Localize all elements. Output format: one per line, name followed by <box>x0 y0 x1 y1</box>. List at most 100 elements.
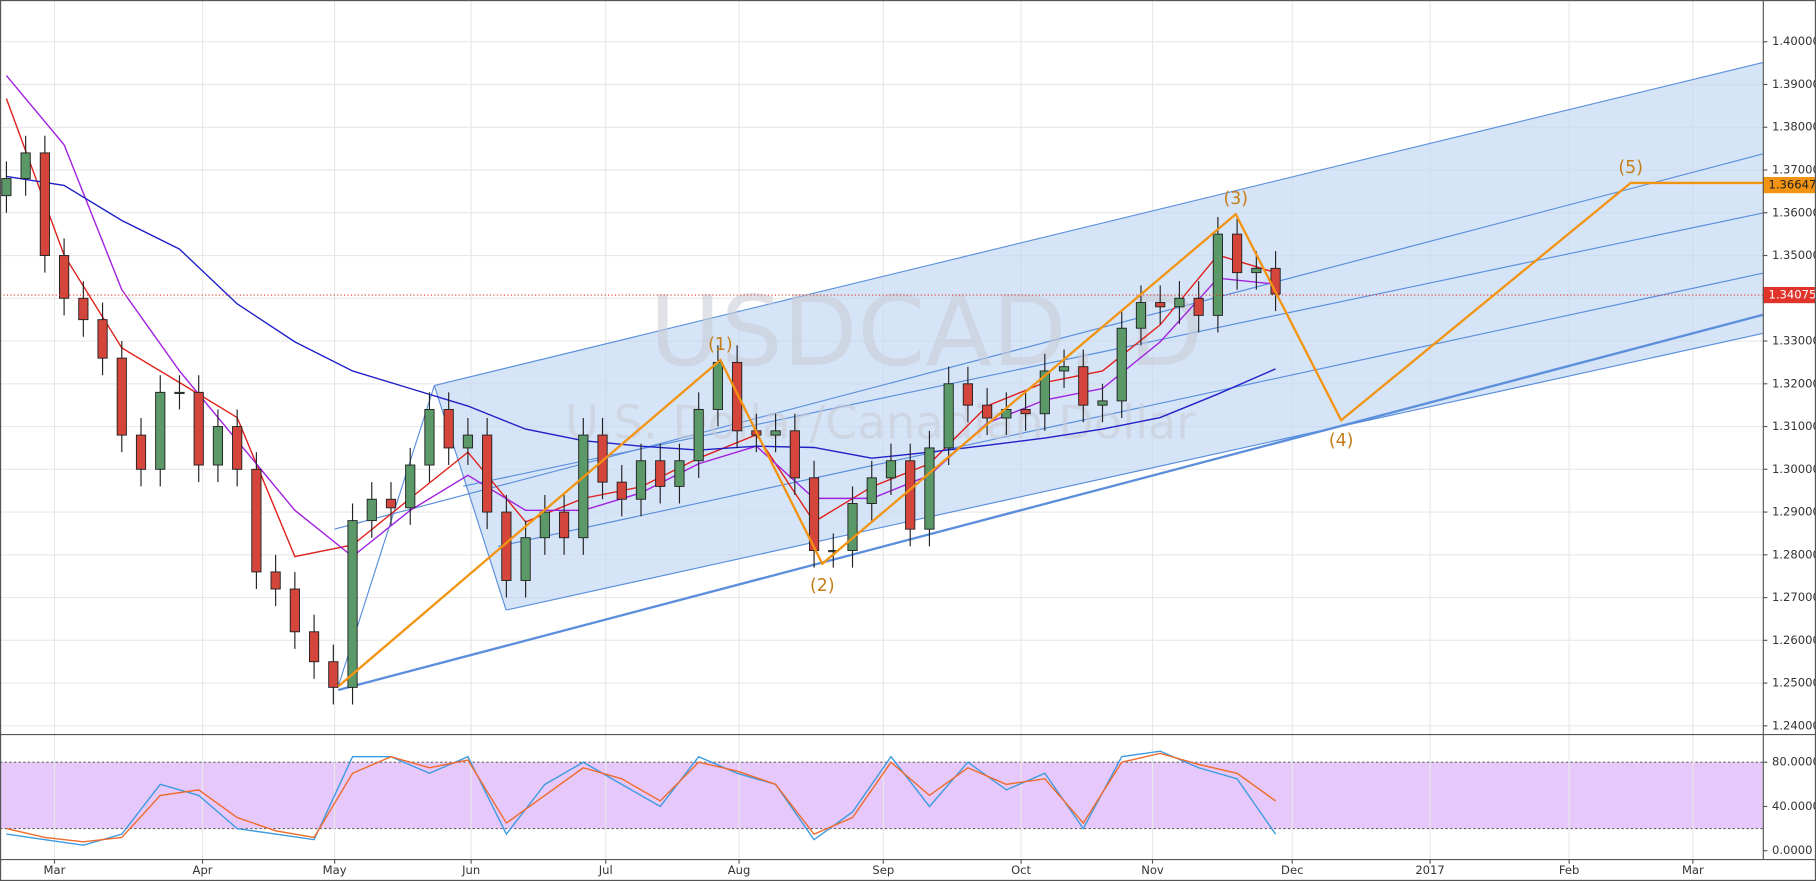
candle-body <box>462 434 474 449</box>
x-tick-label: 2017 <box>1415 863 1444 877</box>
channel-line <box>505 332 1763 611</box>
x-tick-label: Dec <box>1281 863 1303 877</box>
y-tick-label: 0.0000 <box>1772 843 1812 857</box>
y-tick-label: 1.27000 <box>1772 590 1816 604</box>
x-tick-label: Mar <box>44 863 66 877</box>
candle-body <box>712 361 724 410</box>
trend-line <box>337 313 1764 692</box>
candle-body <box>943 383 954 449</box>
candle-body <box>1193 297 1204 316</box>
candle-body <box>116 357 127 436</box>
y-tick-label: 1.39000 <box>1772 77 1816 91</box>
y-tick-label: 1.38000 <box>1772 120 1816 134</box>
candle-body <box>905 460 916 530</box>
candle-body <box>1116 327 1127 402</box>
candle-body <box>693 408 704 462</box>
candle-body <box>1212 233 1223 316</box>
channel-line <box>463 212 1763 487</box>
wave-label: (1) <box>708 335 733 355</box>
y-tick-label: 40.0000 <box>1772 799 1816 813</box>
candle-body <box>308 631 320 663</box>
candle-body <box>347 520 358 688</box>
y-tick-label: 1.32000 <box>1772 376 1816 390</box>
y-tick-label: 1.35000 <box>1772 248 1816 262</box>
candle-body <box>578 434 589 539</box>
plot <box>0 75 1763 846</box>
candle-body <box>520 537 531 581</box>
candle-body <box>385 498 397 509</box>
candle-body <box>1097 400 1108 406</box>
stoch-band <box>0 762 1763 829</box>
x-tick-label: Feb <box>1559 863 1579 877</box>
y-tick-label: 1.29000 <box>1772 505 1816 519</box>
x-tick-label: Oct <box>1011 863 1031 877</box>
x-tick-label: May <box>323 863 347 877</box>
pitchfork <box>334 61 1764 692</box>
candle-body <box>885 460 897 479</box>
candle-body <box>1174 297 1185 308</box>
y-tick-label: 1.33000 <box>1772 334 1816 348</box>
x-tick-label: Mar <box>1682 863 1704 877</box>
last-price-label: 1.34075 <box>1769 288 1816 302</box>
candle-body <box>808 477 820 552</box>
channel-line <box>434 61 1763 387</box>
x-tick-label: Sep <box>872 863 894 877</box>
candle-body <box>1020 408 1031 415</box>
y-tick-label: 1.26000 <box>1772 633 1816 647</box>
candle-body <box>482 434 493 513</box>
candle-body <box>982 404 993 419</box>
x-tick-label: Jul <box>598 863 613 877</box>
candle-body <box>1078 366 1089 406</box>
candle-body <box>78 297 89 321</box>
target-price-label: 1.36647 <box>1769 178 1816 192</box>
candle-body <box>424 408 435 466</box>
candle-body <box>924 447 935 530</box>
x-tick-label: Nov <box>1141 863 1164 877</box>
candle-body <box>1135 302 1147 329</box>
channel-line <box>334 153 1763 530</box>
candle-body <box>251 468 262 573</box>
candle-body <box>270 571 281 590</box>
candle-body <box>1039 370 1050 415</box>
candle-body <box>135 434 147 470</box>
candle-body <box>212 426 224 466</box>
candle-body <box>1232 233 1243 274</box>
candle-body <box>1 178 12 197</box>
candle-body <box>866 477 877 504</box>
candle-body <box>366 498 377 522</box>
candle-body <box>155 391 166 470</box>
y-tick-label: 1.31000 <box>1772 419 1816 433</box>
candle-body <box>1251 267 1262 274</box>
y-tick-label: 1.24000 <box>1772 718 1816 732</box>
candle-body <box>443 408 454 449</box>
candle-body <box>232 426 243 470</box>
watermark-name: U.S. Dollar/Canadian Dollar <box>565 396 1196 450</box>
y-tick-label: 1.25000 <box>1772 676 1816 690</box>
y-tick-label: 1.30000 <box>1772 462 1816 476</box>
channel-fill <box>434 62 1763 611</box>
candle-body <box>1058 366 1070 372</box>
candle-body <box>732 361 743 432</box>
x-tick-label: Jun <box>461 863 480 877</box>
candle-body <box>539 511 550 539</box>
candle-body <box>789 430 800 479</box>
channel-line <box>497 272 1763 547</box>
candle-body <box>770 430 781 436</box>
candle-body <box>674 460 685 487</box>
y-tick-label: 1.40000 <box>1772 34 1816 48</box>
candle-body <box>847 503 858 552</box>
candle-body <box>558 511 570 539</box>
x-tick-label: Aug <box>728 863 751 877</box>
candle-body <box>59 255 70 299</box>
wave-label: (4) <box>1329 431 1354 451</box>
x-tick-label: Apr <box>193 863 213 877</box>
candle-body <box>1155 302 1166 308</box>
candle-body <box>328 661 339 688</box>
last-price-tag <box>1762 286 1816 304</box>
candle-body <box>97 319 108 359</box>
candle-body <box>193 391 204 466</box>
wave-label: (2) <box>810 576 835 596</box>
y-tick-label: 1.36000 <box>1772 205 1816 219</box>
